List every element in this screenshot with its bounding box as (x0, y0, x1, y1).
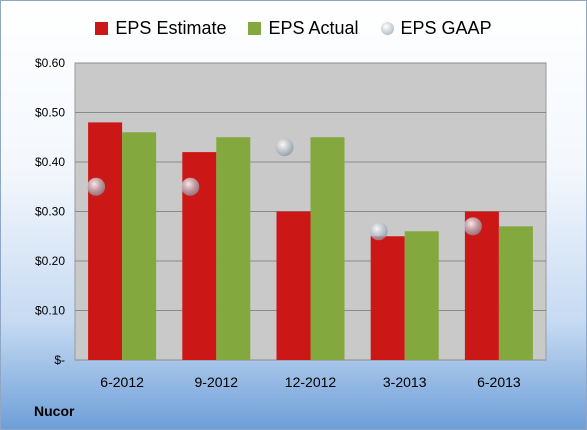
y-tick-label: $0.60 (35, 56, 65, 70)
y-tick-label: $0.20 (35, 254, 65, 268)
bar-eps-estimate (88, 122, 123, 361)
y-tick-label: $0.50 (35, 106, 65, 120)
marker-eps-gaap (87, 177, 106, 196)
legend-label-eps-gaap: EPS GAAP (400, 18, 492, 38)
bar-eps-actual (122, 132, 157, 360)
marker-eps-gaap (369, 222, 388, 241)
company-name: Nucor (34, 403, 75, 419)
legend-label-eps-estimate: EPS Estimate (115, 18, 227, 38)
legend-swatch-eps-actual (248, 22, 262, 35)
y-tick-label: $0.40 (35, 155, 65, 169)
x-tick-label: 6-2013 (477, 374, 521, 390)
bar-eps-actual (498, 226, 533, 360)
legend: EPS Estimate EPS Actual EPS GAAP (1, 18, 586, 39)
bar-eps-actual (310, 137, 345, 360)
x-tick-label: 12-2012 (285, 374, 337, 390)
bar-eps-actual (216, 137, 251, 360)
bar-eps-estimate (276, 211, 311, 360)
marker-eps-gaap (181, 177, 200, 196)
marker-eps-gaap (463, 217, 482, 236)
y-tick-label: $0.30 (35, 205, 65, 219)
x-tick-label: 3-2013 (383, 374, 427, 390)
legend-item-eps-actual: EPS Actual (248, 18, 359, 39)
legend-swatch-eps-gaap (380, 22, 394, 35)
y-tick-label: $- (54, 353, 65, 367)
legend-swatch-eps-estimate (95, 22, 109, 35)
bar-eps-estimate (464, 211, 499, 360)
bar-eps-estimate (370, 236, 405, 360)
marker-eps-gaap (275, 138, 294, 157)
x-tick-label: 6-2012 (100, 374, 144, 390)
x-tick-label: 9-2012 (195, 374, 239, 390)
legend-item-eps-gaap: EPS GAAP (380, 18, 492, 39)
legend-item-eps-estimate: EPS Estimate (95, 18, 226, 39)
legend-label-eps-actual: EPS Actual (268, 18, 359, 38)
bar-eps-actual (404, 231, 439, 360)
y-tick-label: $0.10 (35, 304, 65, 318)
